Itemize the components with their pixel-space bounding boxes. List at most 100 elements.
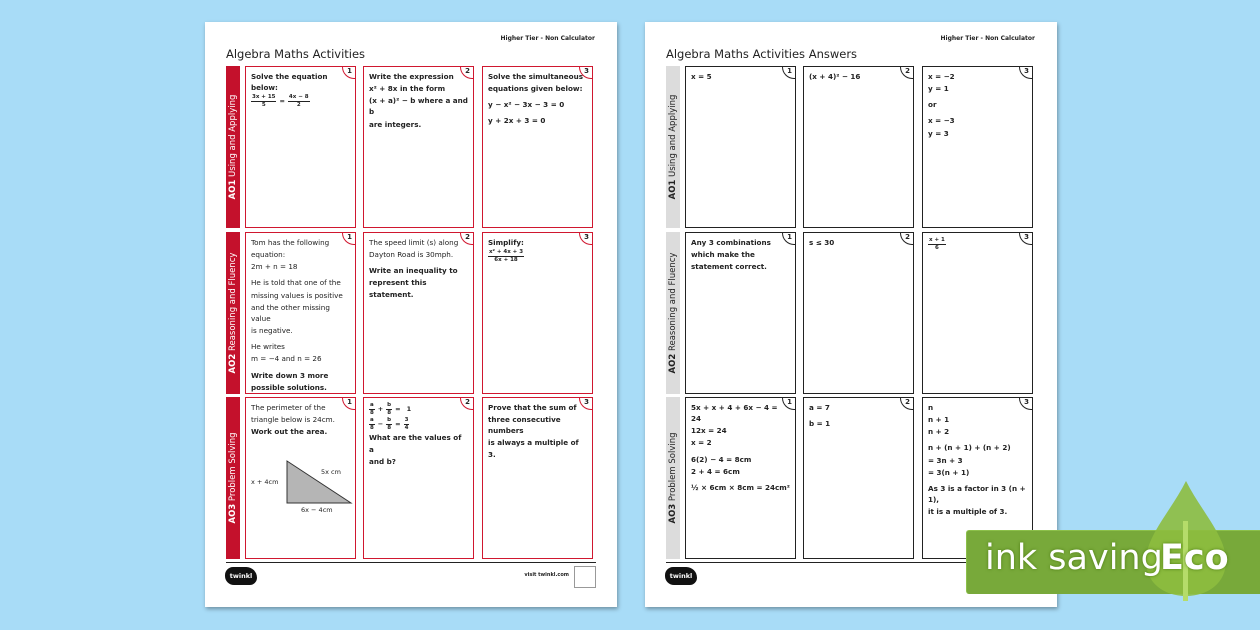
section-code: AO1: [228, 179, 238, 200]
section-title: Reasoning and Fluency: [228, 252, 238, 352]
footer-divider: [226, 562, 596, 563]
card-text: y − x² − 3x − 3 = 0: [488, 100, 565, 110]
card-text: ½ × 6cm × 8cm = 24cm²: [691, 482, 790, 492]
numerator: 3x + 15: [251, 94, 277, 102]
card-text: As 3 is a factor in 3 (n + 1),: [928, 483, 1026, 505]
card-text: are integers.: [369, 119, 422, 129]
card-text: n + 1: [928, 415, 950, 425]
card-text: = 3n + 3: [928, 455, 963, 465]
answers-page: Higher Tier - Non Calculator Algebra Mat…: [645, 22, 1057, 607]
fraction: x² + 4x + 3 6x + 18: [488, 249, 525, 263]
worksheet-page: Higher Tier - Non Calculator Algebra Mat…: [205, 22, 617, 607]
card-text: which make the: [691, 250, 755, 260]
card-text: The perimeter of the: [251, 403, 326, 412]
card-text: Solve the equation below:: [251, 72, 328, 93]
operator: 1: [406, 405, 412, 414]
card-text: y + 2x + 3 = 0: [488, 116, 546, 126]
card-text: b = 1: [809, 419, 831, 429]
activity-card: 2 Write the expression x² + 8x in the form…: [363, 66, 474, 228]
equation: x² + 4x + 3 6x + 18: [488, 249, 587, 263]
activity-card: 1 Tom has the following equation: 2m + n = …: [245, 232, 356, 394]
activity-card: 2 a 8 + b 8 = 1 a 8− b 8 = 3 4 What are the values of a…: [363, 397, 474, 559]
card-text: Simplify:: [488, 238, 524, 247]
section-code: AO3: [668, 503, 678, 524]
activity-card: 3 Simplify: x² + 4x + 3 6x + 18: [482, 232, 593, 394]
section-label: AO3 Problem Solving: [226, 397, 240, 559]
section-title: Using and Applying: [228, 94, 238, 177]
numerator: 4x − 8: [287, 94, 310, 102]
card-text: x = −3: [928, 116, 955, 126]
twinkl-logo: twinkl: [225, 567, 257, 585]
section-title: Problem Solving: [228, 432, 238, 502]
activity-card: 1 5x + x + 4 + 6x − 4 = 24 12x = 24 x = 2 6(…: [685, 397, 796, 559]
section-title: Problem Solving: [668, 432, 678, 502]
page-title: Algebra Maths Activities: [226, 47, 366, 61]
section-code: AO1: [668, 179, 678, 200]
denominator: 6x + 18: [494, 256, 518, 263]
denominator: 2: [296, 101, 301, 108]
operator: =: [395, 405, 401, 414]
denominator: 8: [387, 424, 392, 431]
card-text: missing values is positive: [251, 290, 343, 300]
section-label: AO1 Using and Applying: [226, 66, 240, 228]
card-text: He writes: [251, 342, 285, 352]
visit-link[interactable]: visit twinkl.com: [524, 572, 569, 578]
card-text: it is a multiple of 3.: [928, 507, 1008, 517]
card-text: statement correct.: [691, 262, 767, 272]
card-text: equation:: [251, 250, 286, 260]
card-text: x = 2: [691, 438, 712, 448]
card-text: x = 5: [691, 72, 712, 81]
numerator: x² + 4x + 3: [488, 249, 525, 257]
card-text: Write down 3 more: [251, 370, 329, 380]
card-text: He is told that one of the: [251, 278, 341, 288]
card-text: or: [928, 100, 937, 110]
card-text: Tom has the following: [251, 238, 330, 247]
activity-card: 2 The speed limit (s) along Dayton Road is…: [363, 232, 474, 394]
card-text: Write the expression: [369, 72, 454, 81]
card-text: What are the values of a: [369, 433, 462, 454]
card-text: is negative.: [251, 326, 293, 336]
card-text: Write an inequality to: [369, 266, 458, 276]
card-text: = 3(n + 1): [928, 467, 970, 477]
side-label-left: x + 4cm: [251, 478, 279, 487]
card-text: x = −2: [928, 72, 955, 81]
side-label-hypotenuse: 5x cm: [321, 468, 341, 477]
eco-label: Eco: [1160, 538, 1229, 578]
activity-card: 1 Solve the equation below: 3x + 15 5 = 4x − …: [245, 66, 356, 228]
ink-saving-label: ink saving: [985, 538, 1163, 578]
card-text: 2 + 4 = 6cm: [691, 466, 740, 476]
numerator: b: [386, 402, 393, 410]
card-text: and the other missing value: [251, 302, 330, 323]
card-text: n + (n + 1) + (n + 2): [928, 443, 1011, 453]
numerator: a: [369, 417, 375, 425]
activity-card: 3 Prove that the sum of three consecutive …: [482, 397, 593, 559]
card-text: x² + 8x in the form: [369, 84, 446, 94]
activity-card: 2 (x + 4)² − 16: [803, 66, 914, 228]
denominator: 5: [261, 101, 266, 108]
quality-badge-icon: [574, 566, 596, 588]
card-text: y = 1: [928, 84, 949, 94]
card-text: The speed limit (s) along: [369, 238, 459, 247]
section-code: AO3: [228, 503, 238, 524]
denominator: 8: [369, 409, 374, 416]
card-text: (x + a)² − b where a and b: [369, 96, 468, 117]
fraction: 3x + 15 5: [251, 94, 277, 108]
tier-label: Higher Tier - Non Calculator: [500, 35, 595, 42]
denominator: 4: [404, 424, 409, 431]
activity-card: 3 Solve the simultaneous equations given b…: [482, 66, 593, 228]
card-text: and b?: [369, 456, 396, 466]
operator: +: [377, 405, 384, 414]
footer-divider: [666, 562, 1036, 563]
numerator: 3: [403, 417, 410, 425]
activity-card: 1 Any 3 combinations which make the stateme…: [685, 232, 796, 394]
card-text: Prove that the sum of: [488, 403, 577, 412]
section-code: AO2: [668, 353, 678, 374]
leaf-icon: [1146, 481, 1226, 601]
triangle-diagram: x + 4cm 5x cm 6x − 4cm: [251, 449, 353, 519]
